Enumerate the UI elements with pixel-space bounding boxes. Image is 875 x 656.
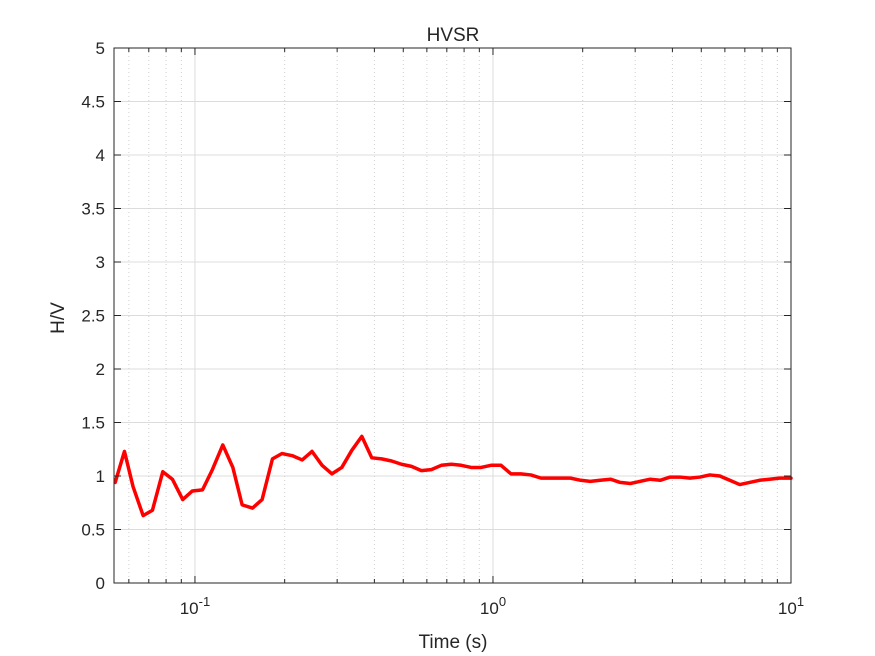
y-tick-label: 1.5	[81, 414, 105, 433]
series-line-0	[113, 434, 793, 518]
y-tick-label: 4	[96, 146, 105, 165]
x-tick-label: 10-1	[180, 594, 210, 618]
x-tick-label: 101	[778, 594, 804, 618]
tick-labels: 0 0.5 1 1.5 2 2.5 3 3.5 4 4.5 5 10-1 100 101	[81, 39, 804, 618]
y-tick-label: 2	[96, 360, 105, 379]
y-tick-label: 5	[96, 39, 105, 58]
y-tick-label: 3.5	[81, 200, 105, 219]
x-axis-label: Time (s)	[419, 632, 488, 653]
y-tick-label: 4.5	[81, 93, 105, 112]
x-tick-label: 100	[480, 594, 506, 618]
y-tick-label: 0	[96, 574, 105, 593]
axes	[113, 47, 792, 584]
chart-title: HVSR	[427, 25, 480, 46]
series-layer	[113, 434, 793, 518]
y-axis-label: H/V	[48, 302, 69, 334]
y-tick-label: 0.5	[81, 521, 105, 540]
y-tick-label: 2.5	[81, 307, 105, 326]
y-tick-label: 3	[96, 253, 105, 272]
y-tick-label: 1	[96, 467, 105, 486]
